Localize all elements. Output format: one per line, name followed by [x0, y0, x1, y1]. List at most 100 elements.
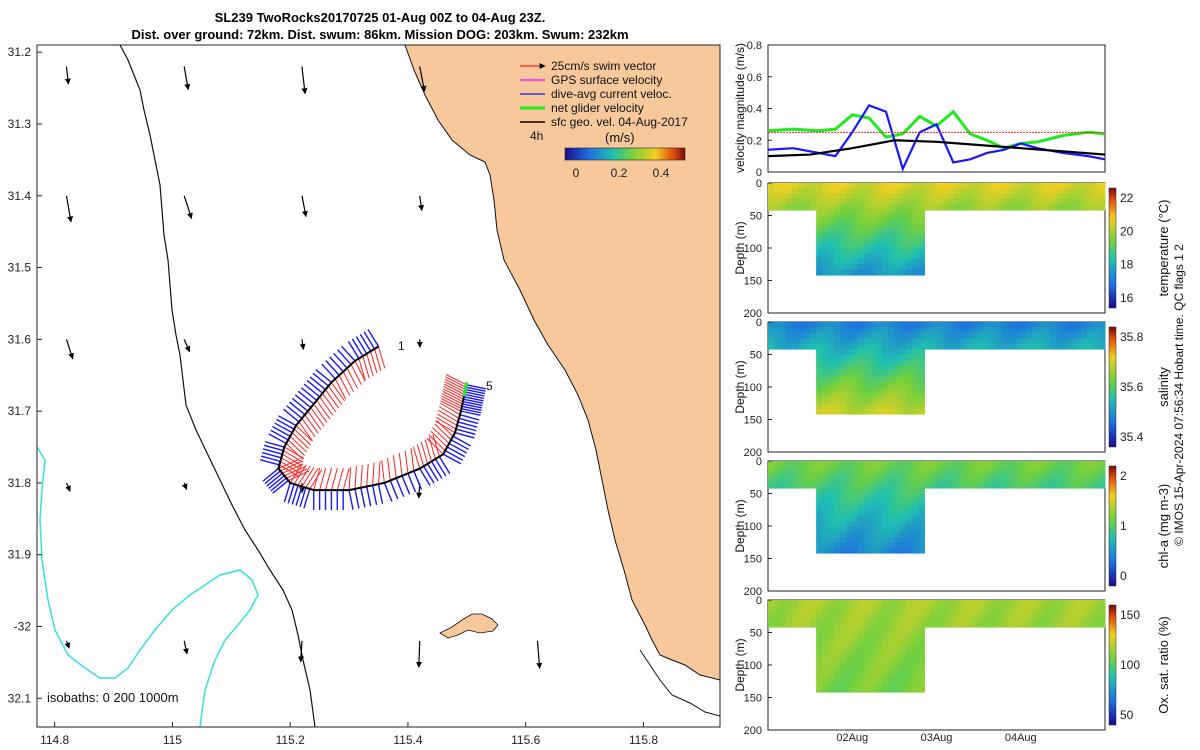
section-cell [816, 648, 823, 655]
section-cell [1086, 188, 1094, 195]
section-cell [1092, 183, 1100, 189]
section-cell [1080, 204, 1088, 211]
current-vector [448, 442, 468, 454]
section-cell [846, 627, 853, 633]
section-cell [936, 477, 944, 484]
section-cell [1074, 322, 1082, 328]
section-cell [792, 338, 799, 345]
section-cell [900, 536, 907, 543]
section-cell [798, 616, 805, 623]
section-cell [876, 322, 883, 328]
section-cell [828, 515, 835, 522]
section-cell [858, 477, 865, 484]
section-cell [786, 322, 793, 328]
section-cell [840, 387, 847, 393]
section-cell [1038, 477, 1046, 484]
section-cell [900, 370, 907, 377]
section-cell [852, 183, 859, 189]
section-cell [1026, 338, 1034, 345]
section-cell [858, 686, 865, 693]
section-cell [852, 403, 859, 410]
section-cell [768, 338, 775, 345]
section-cell [822, 520, 829, 527]
section-cell [918, 269, 925, 276]
geo-velocity-arrow [183, 339, 191, 353]
section-cell [846, 632, 853, 639]
section-cell [912, 477, 919, 484]
section-cell [906, 387, 913, 393]
section-cell [852, 343, 859, 350]
section-cell [960, 188, 968, 195]
section-cell [1086, 600, 1094, 606]
section-cell [780, 477, 787, 484]
section-cell [1002, 338, 1010, 345]
section-cell [852, 504, 859, 511]
current-vector [291, 485, 299, 505]
section-cell [936, 616, 944, 623]
section-cell [882, 610, 889, 617]
section-cell [912, 681, 919, 688]
legend-current: dive-avg current veloc. [551, 87, 672, 101]
section-cell [816, 471, 823, 478]
section-cell [846, 509, 853, 516]
section-cell [840, 648, 847, 655]
section-cell [918, 681, 925, 688]
section-cell [792, 482, 799, 489]
section-cell [876, 226, 883, 233]
section-cell [1014, 332, 1022, 339]
section-cell [798, 204, 805, 211]
section-cell [912, 637, 919, 644]
section-cell [768, 322, 775, 328]
section-cell [834, 354, 841, 361]
section-cell [864, 354, 871, 361]
section-cell [1050, 621, 1058, 628]
section-cell [774, 183, 781, 189]
section-cell [858, 616, 865, 623]
section-cell [1044, 610, 1052, 617]
section-cell [1050, 477, 1058, 484]
current-vector [426, 463, 439, 482]
section-cell [942, 466, 950, 473]
section-cell [924, 616, 931, 623]
section-cell [906, 600, 913, 606]
section-cell [846, 675, 853, 682]
section-cell [822, 226, 829, 233]
section-cell [852, 482, 859, 489]
section-cell [870, 498, 877, 505]
section-cell [840, 498, 847, 505]
section-cell [888, 621, 895, 628]
current-vector [454, 431, 475, 439]
section-cell [840, 542, 847, 549]
section-cell [1080, 616, 1088, 623]
section-cell [822, 210, 829, 216]
section-cell [828, 204, 835, 211]
section-cell [936, 605, 944, 612]
section-cell [882, 477, 889, 484]
section-cell [798, 471, 805, 478]
current-vector [459, 414, 480, 421]
section-cell [882, 332, 889, 339]
section-cell [882, 231, 889, 238]
section-cell [864, 188, 871, 195]
section-cell [840, 637, 847, 644]
section-cell [882, 531, 889, 538]
section-cell [984, 477, 992, 484]
section-cell [876, 536, 883, 543]
section-cell [882, 461, 889, 467]
section-cell [900, 477, 907, 484]
section-cell [834, 632, 841, 639]
section-cell [1080, 621, 1088, 628]
section-cell [834, 504, 841, 511]
section-cell [864, 648, 871, 655]
section-cell [822, 349, 829, 355]
section-cell [816, 600, 823, 606]
section-cell [978, 338, 986, 345]
section-cell [912, 520, 919, 527]
section-cell [816, 365, 823, 372]
section-cell [822, 188, 829, 195]
section-cell [912, 466, 919, 473]
section-cell [936, 338, 944, 345]
section-cell [882, 643, 889, 650]
section-cell [978, 199, 986, 206]
